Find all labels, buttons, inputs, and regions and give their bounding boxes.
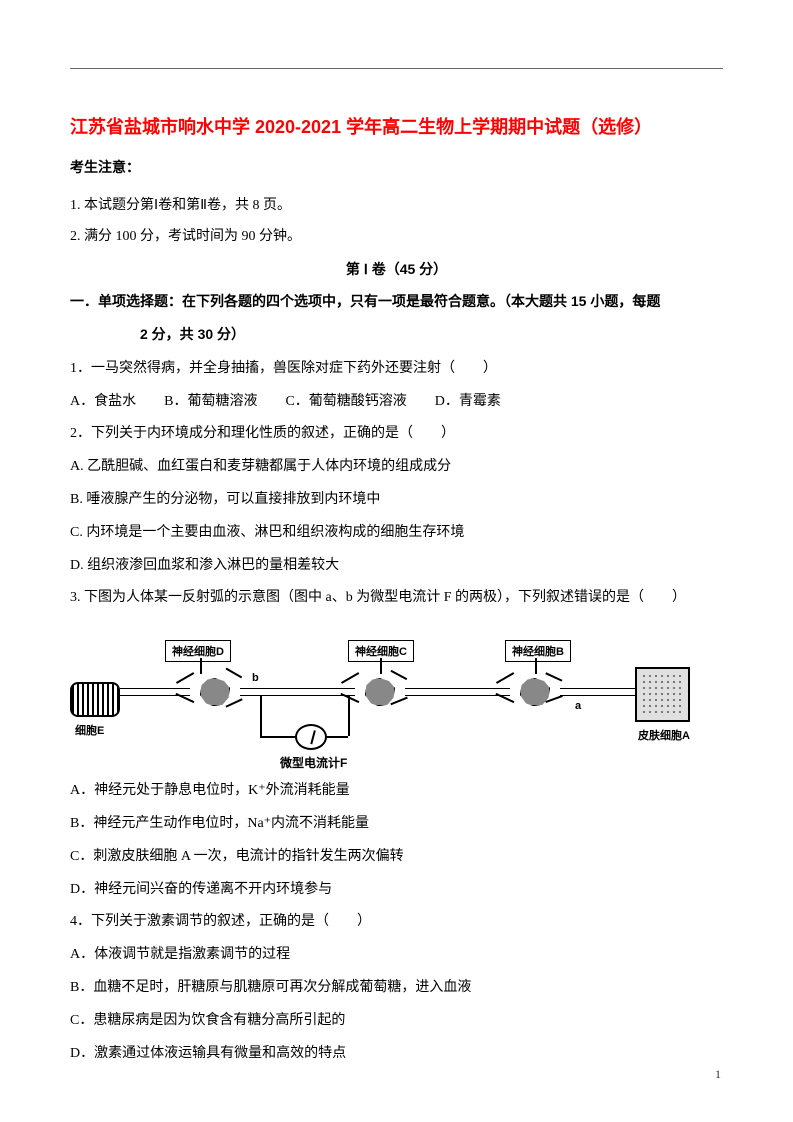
question-4: 4．下列关于激素调节的叙述，正确的是（ ） — [70, 907, 723, 938]
skin-cell-a-label: 皮肤细胞A — [638, 727, 690, 743]
question-2-d: D. 组织液渗回血浆和渗入淋巴的量相差较大 — [70, 551, 723, 582]
question-3-b: B．神经元产生动作电位时，Na⁺内流不消耗能量 — [70, 809, 723, 840]
leadline-b — [535, 658, 537, 674]
axon-c-b — [405, 688, 510, 696]
wire-b — [260, 696, 262, 736]
question-1-options: A．食盐水 B．葡萄糖溶液 C．葡萄糖酸钙溶液 D．青霉素 — [70, 387, 723, 418]
question-1: 1．一马突然得病，并全身抽搐，兽医除对症下药外还要注射（ ） — [70, 354, 723, 385]
leadline-c — [380, 658, 382, 674]
cell-e-label: 细胞E — [75, 722, 104, 738]
neuron-b — [510, 672, 560, 712]
wire-b-h — [260, 736, 296, 738]
cell-e-shape — [70, 682, 120, 717]
notice-line-2: 2. 满分 100 分，考试时间为 90 分钟。 — [70, 222, 723, 253]
question-3-c: C．刺激皮肤细胞 A 一次，电流计的指针发生两次偏转 — [70, 842, 723, 873]
wire-a-h — [326, 736, 348, 738]
question-2-a: A. 乙酰胆碱、血红蛋白和麦芽糖都属于人体内环境的组成成分 — [70, 452, 723, 483]
question-3-a: A．神经元处于静息电位时，K⁺外流消耗能量 — [70, 776, 723, 807]
section-1-title: 单项选择题：在下列各题的四个选项中，只有一项是最符合题意。（本大题共 15 小题… — [98, 293, 660, 309]
question-4-d: D．激素通过体液运输具有微量和高效的特点 — [70, 1039, 723, 1070]
notice-label: 考生注意： — [70, 157, 723, 177]
exam-title: 江苏省盐城市响水中学 2020-2021 学年高二生物上学期期中试题（选修） — [70, 113, 723, 139]
reflex-arc-diagram: 细胞E 神经细胞D 神经细胞C 神经细胞B b — [70, 632, 690, 762]
section-1-desc: 一．单项选择题：在下列各题的四个选项中，只有一项是最符合题意。（本大题共 15 … — [70, 285, 723, 319]
leadline-d — [200, 658, 202, 674]
neuron-d-label: 神经细胞D — [165, 640, 231, 662]
axon-b-a — [560, 688, 635, 696]
question-2-b: B. 唾液腺产生的分泌物，可以直接排放到内环境中 — [70, 485, 723, 516]
question-4-a: A．体液调节就是指激素调节的过程 — [70, 940, 723, 971]
galvanometer — [295, 724, 327, 750]
axon-d-c — [240, 688, 355, 696]
question-3-d: D．神经元间兴奋的传递离不开内环境参与 — [70, 875, 723, 906]
question-4-c: C．患糖尿病是因为饮食含有糖分高所引起的 — [70, 1006, 723, 1037]
neuron-d — [190, 672, 240, 712]
neuron-c — [355, 672, 405, 712]
top-divider — [70, 68, 723, 69]
galvanometer-label: 微型电流计F — [280, 754, 347, 771]
skin-cell-a — [635, 667, 690, 722]
point-a-label: a — [575, 700, 581, 712]
question-4-b: B．血糖不足时，肝糖原与肌糖原可再次分解成葡萄糖，进入血液 — [70, 973, 723, 1004]
point-b-label: b — [252, 672, 259, 684]
neuron-b-label: 神经细胞B — [505, 640, 571, 662]
question-2: 2．下列关于内环境成分和理化性质的叙述，正确的是（ ） — [70, 419, 723, 450]
section-1-num: 一． — [70, 293, 98, 309]
question-2-c: C. 内环境是一个主要由血液、淋巴和组织液构成的细胞生存环境 — [70, 518, 723, 549]
notice-line-1: 1. 本试题分第Ⅰ卷和第Ⅱ卷，共 8 页。 — [70, 191, 723, 222]
question-3: 3. 下图为人体某一反射弧的示意图（图中 a、b 为微型电流计 F 的两极），下… — [70, 583, 723, 614]
part-header: 第 Ⅰ 卷（45 分） — [70, 259, 723, 279]
section-1-desc-line2: 2 分，共 30 分） — [70, 318, 723, 352]
page-number: 1 — [715, 1067, 721, 1082]
wire-a-v — [348, 696, 350, 736]
